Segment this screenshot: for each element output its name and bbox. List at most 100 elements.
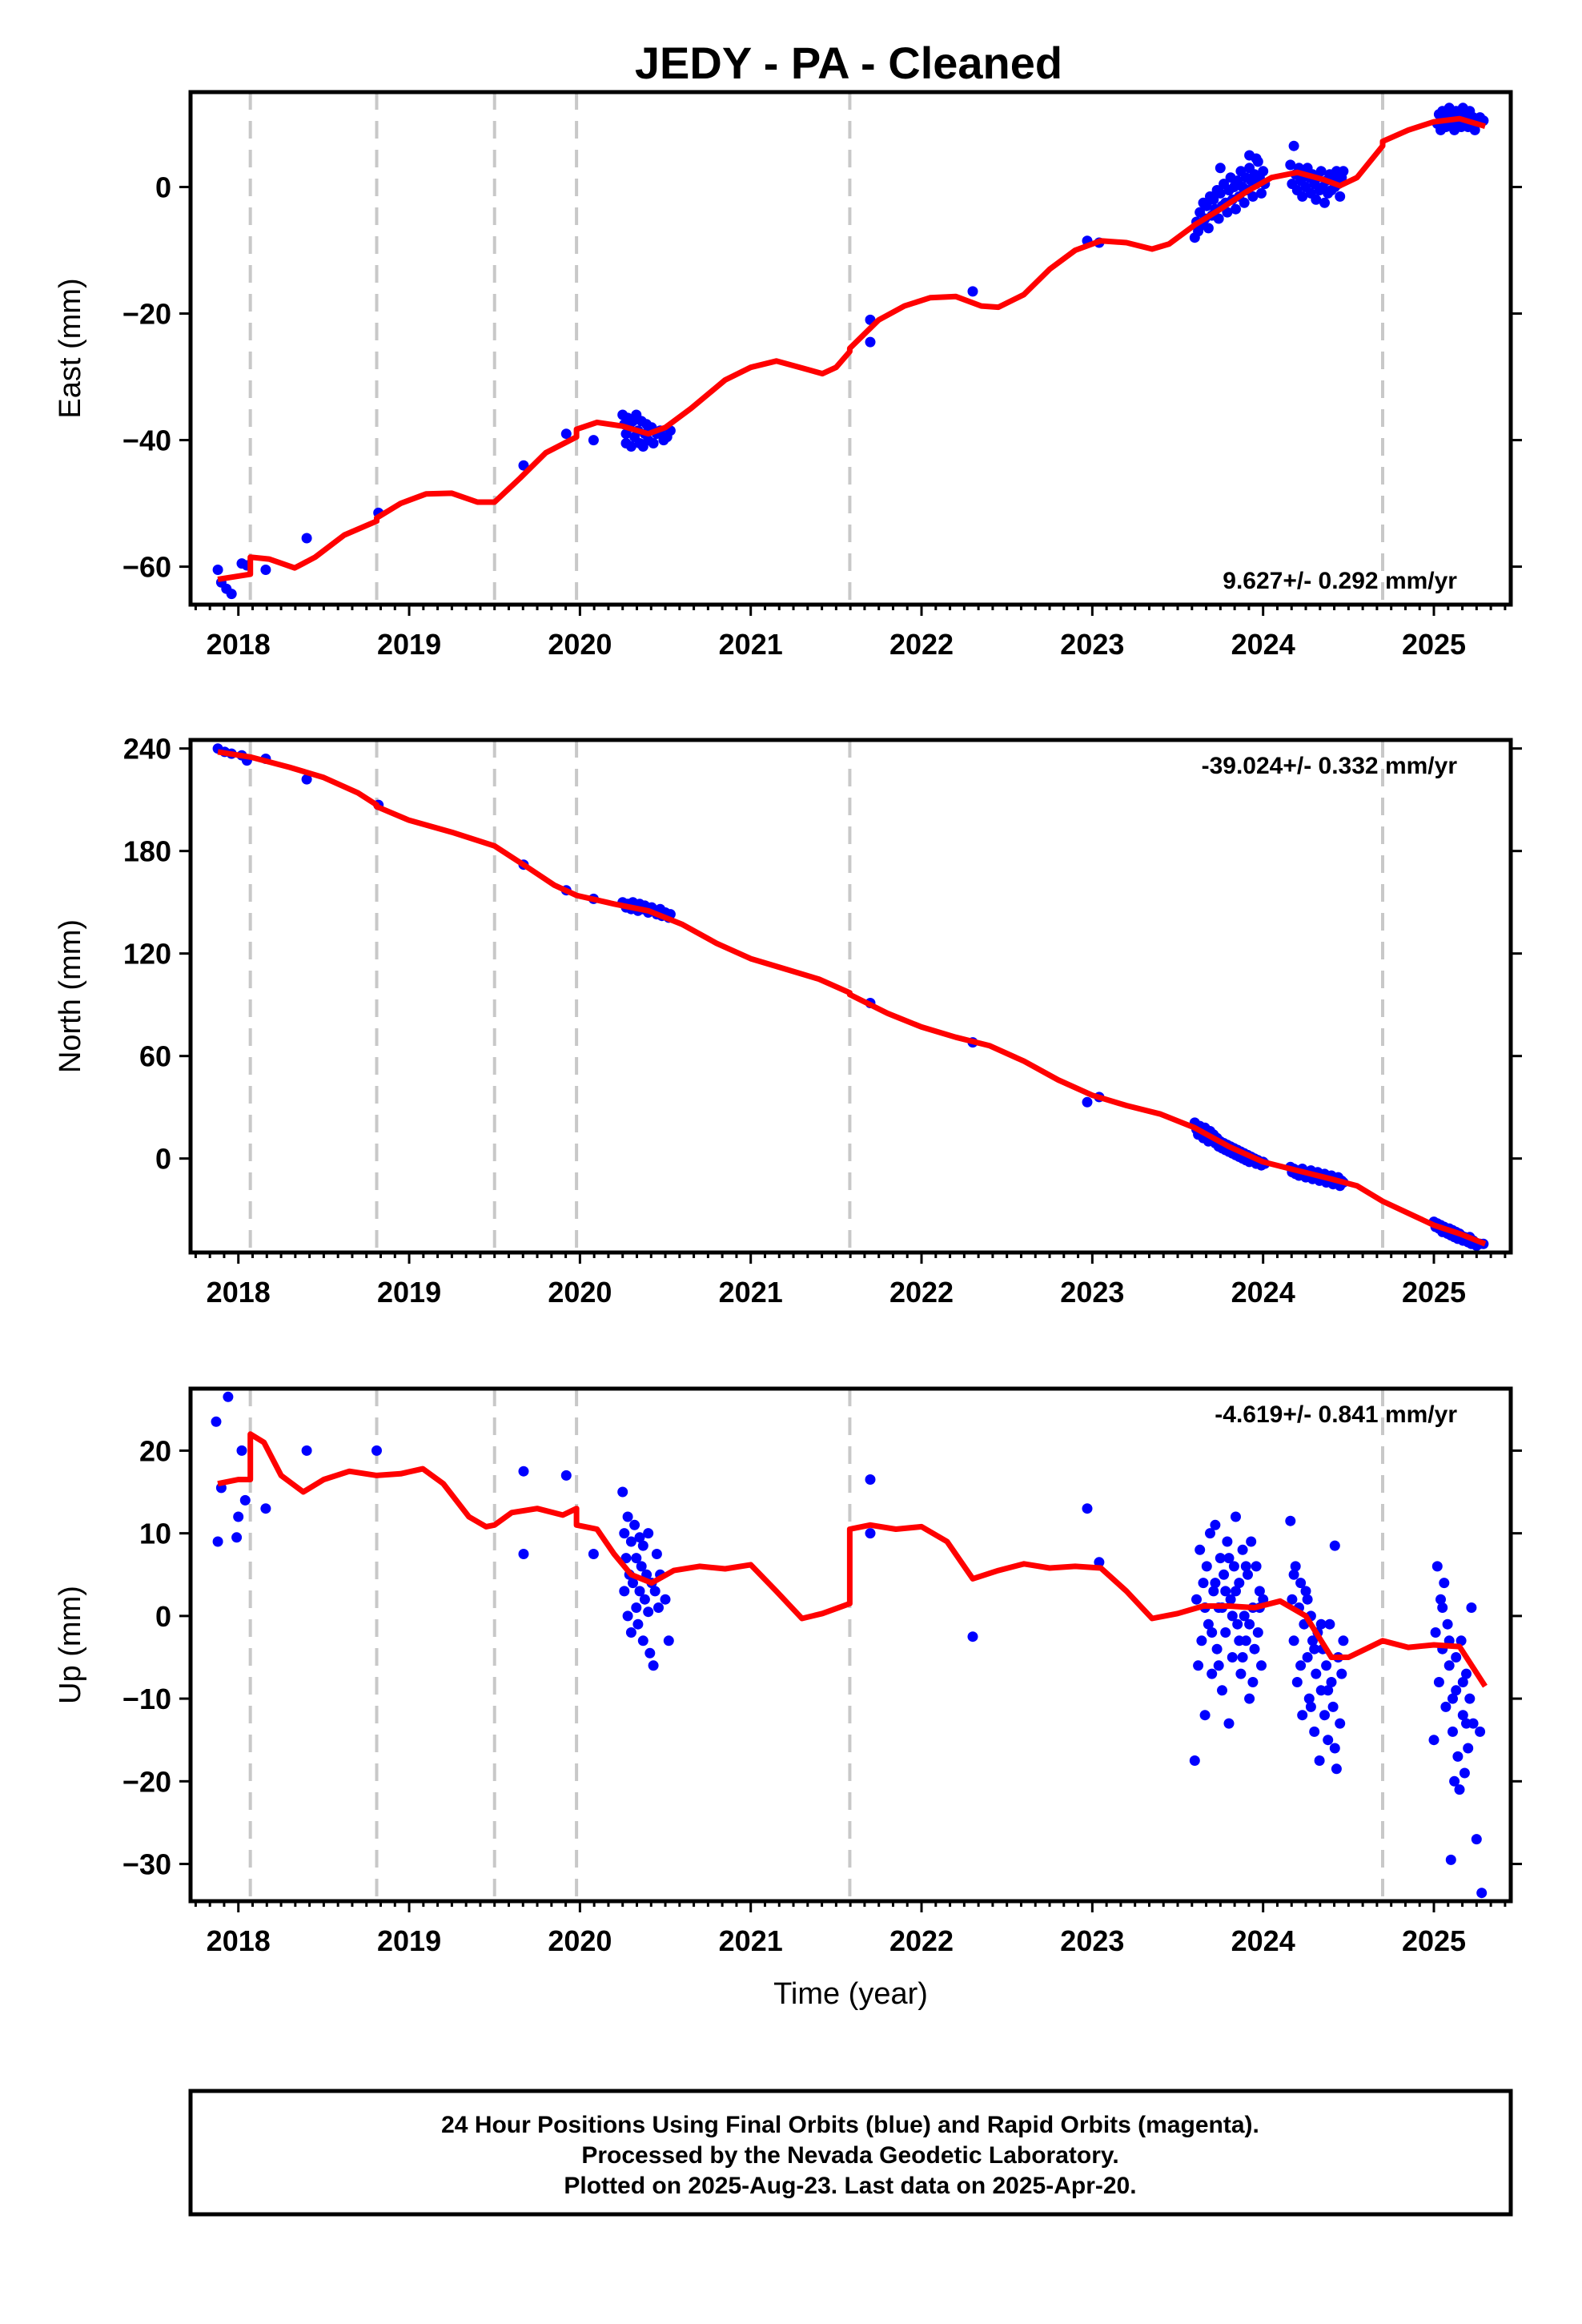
data-point [1430, 1627, 1441, 1638]
data-point [1251, 1561, 1262, 1572]
data-point [634, 1586, 645, 1597]
footer-line-3: Plotted on 2025-Aug-23. Last data on 202… [564, 2173, 1136, 2199]
data-point [1220, 1627, 1231, 1638]
data-point [1189, 1755, 1200, 1766]
data-point [1463, 1743, 1474, 1754]
data-point [1329, 1743, 1340, 1754]
data-point [1244, 1618, 1255, 1630]
data-point [1227, 1652, 1238, 1663]
data-point [1208, 194, 1219, 205]
data-point [1445, 1854, 1456, 1865]
data-point [1290, 1561, 1301, 1572]
y-tick-label: 0 [155, 171, 171, 204]
y-axis-label: North (mm) [54, 919, 87, 1073]
x-tick-label: 2018 [207, 628, 271, 661]
data-point [223, 1391, 234, 1402]
data-point [1211, 1643, 1223, 1655]
x-tick-label: 2023 [1060, 1924, 1124, 1957]
data-point [1326, 1677, 1337, 1687]
data-point [1288, 1635, 1299, 1647]
data-point [1094, 1557, 1105, 1568]
data-point [1222, 1536, 1233, 1547]
x-tick-label: 2024 [1231, 1924, 1295, 1957]
data-point [1459, 1767, 1470, 1779]
data-point [639, 1594, 650, 1605]
data-point [1457, 1710, 1468, 1721]
data-point [1193, 1660, 1204, 1671]
data-point [260, 1503, 271, 1514]
data-point [1288, 1569, 1299, 1580]
data-point [1295, 1578, 1307, 1589]
data-point [1297, 191, 1308, 202]
y-tick-label: −20 [122, 1765, 171, 1798]
model-fit-line [217, 115, 1486, 582]
data-point [1315, 166, 1327, 177]
data-point [1451, 1685, 1462, 1696]
data-point [1329, 1540, 1340, 1551]
y-axis-label: Up (mm) [54, 1586, 87, 1704]
data-point [653, 1602, 664, 1613]
data-point [588, 1549, 599, 1559]
data-point [1300, 1586, 1311, 1597]
data-point [1303, 1693, 1315, 1704]
data-point [1291, 1677, 1303, 1687]
data-point [1457, 1677, 1468, 1687]
data-point [619, 1528, 630, 1539]
data-point [1309, 1726, 1320, 1737]
data-point [1449, 1775, 1460, 1787]
panel-east: 2018 2019 2020 2021 2022 2023 2024 2025 −60 −40 −2… [54, 90, 1522, 661]
y-tick-label: −10 [122, 1683, 171, 1715]
data-point [1456, 1635, 1467, 1647]
x-tick-label: 2021 [719, 1276, 783, 1309]
data-point [1309, 1643, 1320, 1655]
x-tick-label: 2022 [889, 1924, 954, 1957]
data-point [1461, 1668, 1472, 1679]
data-point [1285, 159, 1296, 171]
data-point [1331, 1763, 1342, 1775]
data-point [1464, 1693, 1476, 1704]
data-point [620, 1553, 632, 1564]
x-tick-label: 2024 [1231, 628, 1295, 661]
data-point [1297, 1710, 1308, 1721]
data-point [1451, 1652, 1462, 1663]
data-point [1235, 1668, 1247, 1679]
data-point [1203, 223, 1214, 234]
data-point [1315, 1618, 1327, 1630]
data-point [239, 1494, 251, 1506]
x-tick-label: 2022 [889, 628, 954, 661]
data-point [1215, 163, 1226, 174]
data-point [1213, 1660, 1224, 1671]
y-tick-label: −20 [122, 298, 171, 331]
data-point [1336, 1668, 1347, 1679]
data-point [1431, 1561, 1443, 1572]
data-point [1223, 1718, 1235, 1729]
data-point [1210, 1578, 1221, 1589]
data-point [1082, 1096, 1093, 1108]
data-point [628, 1578, 638, 1589]
x-tick-label: 2025 [1402, 1276, 1466, 1309]
data-point [967, 1631, 978, 1642]
data-point [212, 1536, 223, 1547]
data-point [648, 1660, 659, 1671]
data-point [1240, 1561, 1251, 1572]
data-point [1220, 1586, 1231, 1597]
data-point [1287, 1594, 1298, 1605]
data-point [260, 565, 271, 575]
data-point [1246, 1536, 1257, 1547]
data-point [1311, 1668, 1322, 1679]
y-tick-label: 0 [155, 1143, 171, 1176]
data-point [1324, 1618, 1335, 1630]
data-point [1256, 187, 1267, 199]
data-point [1319, 1710, 1330, 1721]
data-point [1196, 1635, 1207, 1647]
footer-line-2: Processed by the Nevada Geodetic Laborat… [581, 2142, 1118, 2169]
data-point [1323, 1735, 1334, 1746]
data-point [1244, 1693, 1255, 1704]
data-point [1471, 1834, 1482, 1845]
data-point [649, 1586, 661, 1597]
model-fit-line [217, 1431, 1488, 1688]
x-tick-label: 2019 [377, 1276, 441, 1309]
data-point [1302, 1652, 1313, 1663]
data-point [1210, 1519, 1221, 1530]
